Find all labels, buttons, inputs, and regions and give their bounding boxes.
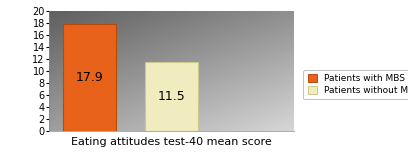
Text: 17.9: 17.9 <box>76 71 104 84</box>
X-axis label: Eating attitudes test-40 mean score: Eating attitudes test-40 mean score <box>71 137 272 147</box>
Bar <box>145 62 198 131</box>
Bar <box>63 24 116 131</box>
Legend: Patients with MBS, Patients without MBS: Patients with MBS, Patients without MBS <box>303 70 408 100</box>
Text: 11.5: 11.5 <box>157 90 185 103</box>
